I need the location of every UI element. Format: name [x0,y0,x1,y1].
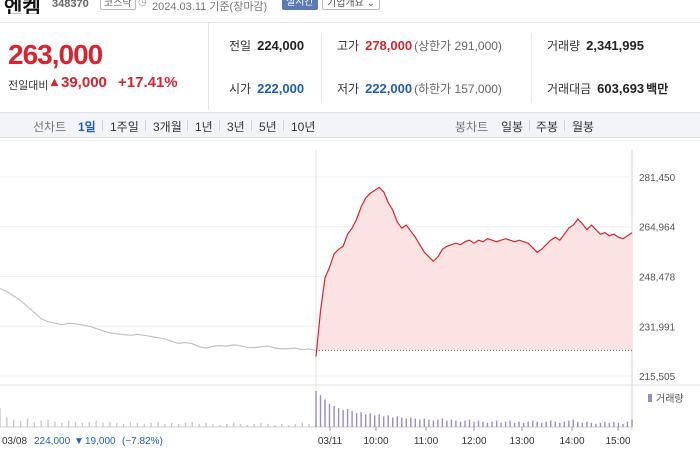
stat-label: 거래량 [547,39,581,53]
stock-code: 348370 [52,0,89,10]
y-tick-label: 248,478 [639,272,676,283]
tab-period-5y[interactable]: 5년 [259,120,277,134]
tab-divider [564,120,565,131]
y-tick-label: 281,450 [639,173,676,184]
tab-period-10y[interactable]: 10년 [291,120,316,134]
stat-value: 222,000 [365,81,413,96]
clock-icon: ◷ [138,0,147,8]
tab-period-1w[interactable]: 1주일 [110,120,139,134]
price-change: 39,000 [61,74,107,91]
realtime-button[interactable]: 실시간 [282,0,318,10]
company-info-label: 기업개요 [327,0,364,9]
y-tick-label: 264,964 [639,223,676,234]
stat-trade-amount: 거래대금 603,693 백만 [547,80,668,97]
tab-period-3y[interactable]: 3년 [227,120,245,134]
chart-tab-bar: 선차트 1일 1주일 3개월 1년 3년 5년 10년 봉차트 일봉 주봉 월봉 [0,112,700,138]
y-tick-label: 231,991 [639,322,676,333]
market-badge: 코스닥 [100,0,136,10]
chevron-down-icon: ⌄ [366,0,375,9]
y-tick-label: 215,505 [639,372,676,383]
candle-chart-label: 봉차트 [455,120,489,134]
stat-value: 603,693 [597,81,645,96]
x-tick-label: 12:00 [461,436,486,447]
x-tick-label: 03/11 [318,436,343,447]
footer-rate: (−7.82%) [122,436,163,447]
company-info-button[interactable]: 기업개요 ⌄ [322,0,380,10]
tab-candle-weekly[interactable]: 주봉 [536,120,559,134]
tab-candle-monthly[interactable]: 월봉 [572,120,595,134]
footer-date: 03/08 [2,436,27,447]
divider [321,33,322,103]
stat-value: 2,341,995 [586,38,644,53]
stat-label: 시가 [229,82,252,96]
stat-value: 222,000 [257,81,305,96]
x-tick-label: 15:00 [605,436,630,447]
stat-open: 시가 222,000 [229,80,304,97]
stat-label: 저가 [337,82,360,96]
tab-candle-daily[interactable]: 일봉 [501,120,524,134]
stat-volume: 거래량 2,341,995 [547,37,644,54]
price-chart[interactable]: 281,450 264,964 248,478 231,991 215,505 거래량 … [0,140,700,450]
volume-legend-swatch [648,394,652,402]
y-axis: 281,450 264,964 248,478 231,991 215,505 [639,173,676,383]
x-tick-label: 14:00 [559,436,584,447]
chart-lines [0,186,633,357]
stat-label: 거래대금 [547,82,592,96]
stat-low: 저가 222,000 (하한가 157,000) [337,80,502,97]
stat-label: 고가 [337,39,360,53]
stat-label: 전일 [229,39,252,53]
stat-sub: (상한가 291,000) [414,39,502,53]
today-price-line [315,186,633,357]
prev-day-price-line [0,287,317,351]
x-tick-label: 13:00 [509,436,534,447]
tab-divider [187,120,188,131]
stat-high: 고가 278,000 (상한가 291,000) [337,37,502,54]
stat-prev-close: 전일 224,000 [229,37,304,54]
chart-fill [316,187,632,357]
change-label: 전일대비 [8,80,49,92]
tab-divider [102,120,103,131]
change-rate: +17.41% [118,74,178,91]
stock-name: 엔켐 [4,0,41,14]
tab-period-1y[interactable]: 1년 [195,120,213,134]
tab-divider [529,120,530,131]
divider [531,33,532,103]
x-axis: 03/11 10:00 11:00 12:00 13:00 14:00 15:00 [318,427,631,447]
x-tick-label: 10:00 [363,436,388,447]
stat-value: 278,000 [365,38,413,53]
down-arrow-icon: ▼ [74,436,84,447]
up-arrow-icon: ▲ [48,74,61,89]
stock-header: 엔켐 348370 코스닥 ◷ 2024.03.11 기준(장마감) 실시간 기… [0,0,700,14]
stat-value: 224,000 [257,38,305,53]
tab-period-3m[interactable]: 3개월 [153,120,182,134]
tab-period-1d[interactable]: 1일 [78,120,96,134]
footer-close: 224,000 [34,436,71,447]
tab-divider [283,120,284,131]
current-price: 263,000 [8,39,103,70]
x-tick-label: 11:00 [414,436,439,447]
volume-legend-label: 거래량 [656,393,684,405]
tab-divider [219,120,220,131]
stat-unit: 백만 [646,82,669,96]
footer-change: 19,000 [85,436,116,447]
tab-divider [251,120,252,131]
chart-grid [0,140,700,430]
today-area-fill [316,187,632,357]
date-basis: 2024.03.11 기준(장마감) [152,1,268,13]
volume-chart: 거래량 [0,384,700,428]
line-chart-label: 선차트 [33,120,67,134]
stat-sub: (하한가 157,000) [414,82,502,96]
chart-footer: 03/08 224,000 ▼ 19,000 (−7.82%) [2,436,163,447]
price-summary: 263,000 전일대비 ▲ 39,000 +17.41% [0,22,208,110]
price-stats: 전일 224,000 시가 222,000 고가 278,000 (상한가 291,00… [208,22,700,110]
tab-divider [145,120,146,131]
